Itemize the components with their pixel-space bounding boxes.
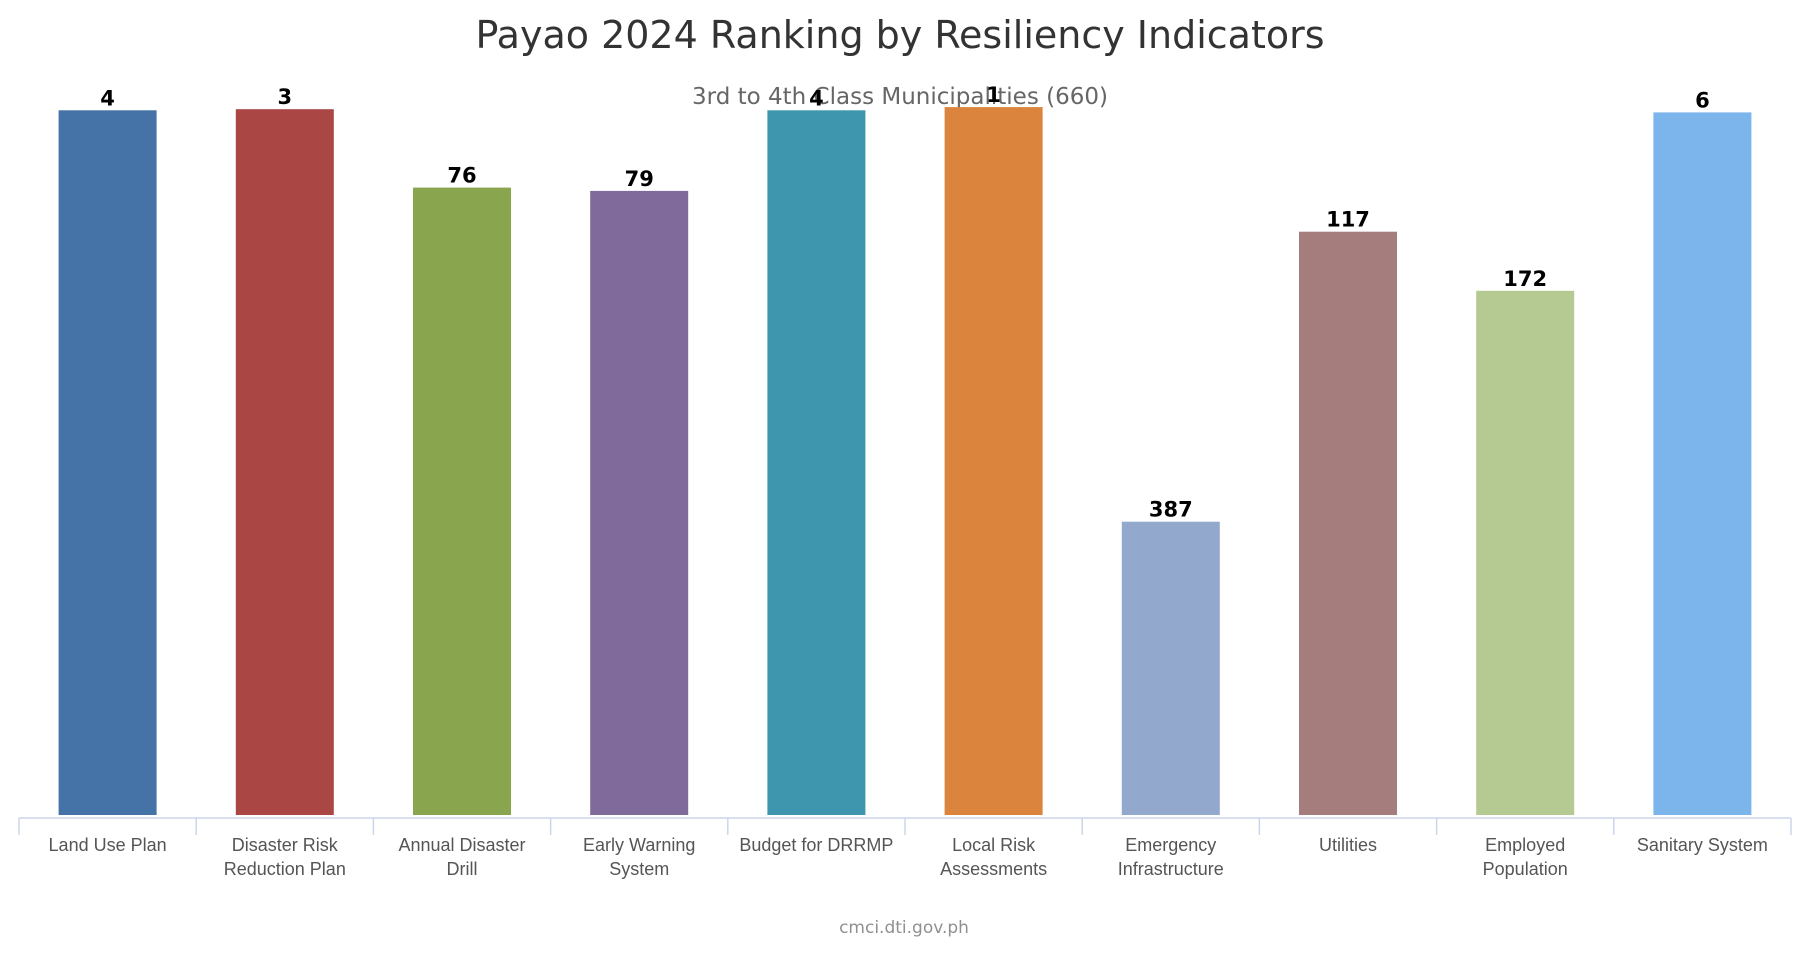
data-label-4: 79 [625, 167, 654, 191]
data-label-10: 6 [1695, 88, 1710, 112]
x-tick-label-1: Land Use Plan [49, 835, 167, 855]
x-tick-label-line: Utilities [1319, 835, 1377, 855]
x-tick-label-3: Annual Disaster Drill [398, 835, 525, 879]
bar-7[interactable] [1121, 521, 1220, 815]
x-tick-label-line: Employed [1485, 835, 1565, 855]
bar-10[interactable] [1653, 112, 1752, 815]
x-tick-label-7: Emergency Infrastructure [1118, 835, 1224, 879]
data-label-9: 172 [1503, 267, 1547, 291]
data-label-8: 117 [1326, 208, 1370, 232]
chart-title: Payao 2024 Ranking by Resiliency Indicat… [475, 13, 1324, 57]
data-label-2: 3 [277, 85, 292, 109]
x-tick-label-6: Local Risk Assessments [940, 835, 1047, 879]
x-tick-label-line: Reduction Plan [224, 859, 346, 879]
bars-layer [58, 107, 1752, 816]
bar-5[interactable] [767, 110, 866, 816]
bar-8[interactable] [1299, 231, 1397, 815]
x-tick-label-4: Early Warning System [583, 835, 695, 879]
x-tick-label-8: Utilities [1319, 835, 1377, 855]
x-tick-label-9: Employed Population [1483, 835, 1568, 879]
x-tick-label-line: Sanitary System [1637, 835, 1768, 855]
bar-1[interactable] [58, 110, 157, 816]
data-label-5: 4 [809, 86, 824, 110]
bar-3[interactable] [413, 187, 511, 816]
x-tick-label-line: Budget for DRRMP [739, 835, 893, 855]
x-tick-label-line: Infrastructure [1118, 859, 1224, 879]
bar-6[interactable] [944, 107, 1043, 816]
x-tick-label-line: Early Warning [583, 835, 695, 855]
x-tick-label-5: Budget for DRRMP [739, 835, 893, 855]
x-tick-label-line: Local Risk [952, 835, 1036, 855]
x-tick-label-line: Disaster Risk [232, 835, 339, 855]
bar-4[interactable] [590, 190, 689, 815]
x-tick-label-line: System [609, 859, 669, 879]
data-label-7: 387 [1149, 498, 1193, 522]
credits-text[interactable]: cmci.dti.gov.ph [839, 918, 969, 938]
x-tick-label-line: Drill [447, 859, 478, 879]
x-tick-label-line: Emergency [1125, 835, 1216, 855]
data-label-1: 4 [100, 86, 115, 110]
data-labels-layer: 4 3 76 79 4 1 387 117 172 6 [100, 83, 1709, 522]
x-tick-label-2: Disaster Risk Reduction Plan [224, 835, 346, 879]
x-tick-label-line: Land Use Plan [49, 835, 167, 855]
x-tick-label-line: Annual Disaster [398, 835, 525, 855]
chart-subtitle: 3rd to 4th Class Municipalities (660) [692, 84, 1108, 110]
x-tick-label-line: Assessments [940, 859, 1047, 879]
x-tick-label-10: Sanitary System [1637, 835, 1768, 855]
data-label-6: 1 [986, 83, 1001, 107]
x-tick-label-line: Population [1483, 859, 1568, 879]
ticks-layer [18, 818, 1792, 835]
bar-9[interactable] [1476, 290, 1575, 815]
tick-labels-layer: Land Use Plan Disaster Risk Reduction Plan… [49, 835, 1768, 879]
data-label-3: 76 [447, 164, 476, 188]
bar-2[interactable] [235, 109, 334, 815]
